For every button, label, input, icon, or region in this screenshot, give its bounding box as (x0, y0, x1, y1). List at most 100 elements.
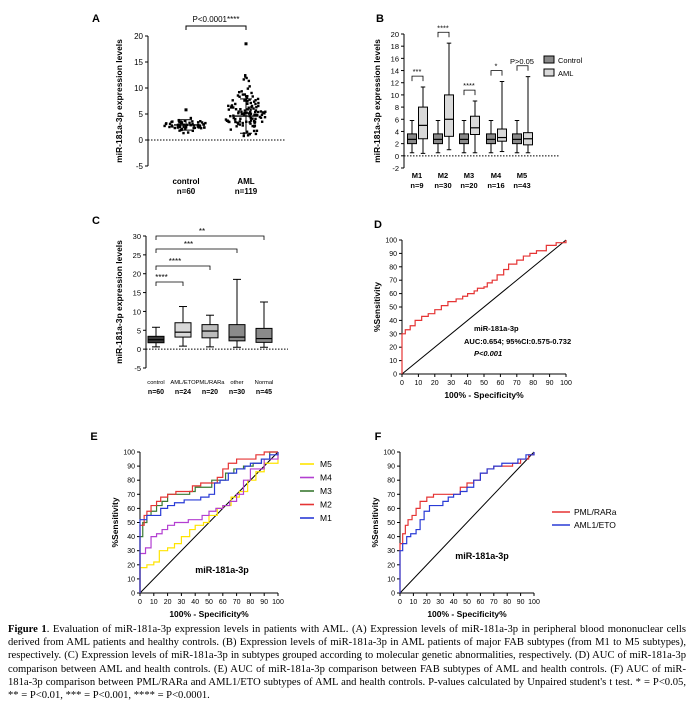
box (459, 133, 469, 145)
y-tick-label: 40 (387, 534, 395, 541)
y-tick-label: 90 (387, 464, 395, 471)
data-point (239, 117, 242, 121)
significance-bracket (155, 281, 184, 286)
data-point (255, 105, 258, 109)
data-point (245, 130, 249, 133)
data-point (256, 97, 260, 101)
data-point (238, 120, 242, 123)
caption-text: . Evaluation of miR-181a-3p expression l… (8, 624, 686, 702)
y-tick-label: 50 (387, 520, 395, 527)
data-point (242, 78, 245, 81)
y-tick-label: 90 (127, 464, 135, 471)
data-point (191, 120, 194, 123)
data-point (178, 129, 181, 132)
y-tick-label: 30 (389, 331, 397, 338)
data-point (256, 110, 260, 114)
data-point (240, 112, 243, 116)
x-tick-label: n=119 (235, 187, 258, 196)
x-tick-label: 0 (400, 380, 404, 387)
data-point (171, 125, 174, 128)
data-point (251, 117, 254, 120)
box (433, 133, 443, 145)
data-point (197, 123, 200, 127)
y-tick-label: 70 (127, 492, 135, 499)
panel-e: 00 10 10 20 20 30 30 40 40 50 50 60 60 70 70 80 80 90 90 10… (90, 431, 332, 619)
y-axis-label: %Sensitivity (110, 497, 120, 547)
data-point (246, 87, 250, 90)
x-tick-label: 10 (410, 599, 418, 606)
box (407, 133, 417, 145)
y-axis-label: %Sensitivity (372, 282, 382, 332)
y-tick-label: 10 (133, 307, 141, 316)
x-tick-label: 60 (497, 380, 505, 387)
data-point (168, 122, 172, 126)
data-point (196, 125, 200, 128)
roc-curve-m5 (139, 452, 279, 593)
data-point (258, 115, 262, 119)
y-tick-label: -5 (134, 364, 141, 373)
y-tick-label: 30 (387, 548, 395, 555)
data-point (247, 106, 250, 109)
y-tick-label: 30 (133, 232, 141, 241)
panel-letter-f: F (375, 431, 382, 443)
panel-letter-d: D (374, 219, 382, 231)
data-point (249, 122, 252, 125)
box (497, 128, 507, 142)
significance-bracket (155, 235, 265, 240)
data-point (239, 108, 242, 111)
data-point (182, 125, 185, 129)
x-tick-label: 70 (490, 599, 498, 606)
y-tick-label: 100 (385, 238, 397, 245)
x-tick-label: AML (237, 177, 254, 186)
x-tick-label: 70 (513, 380, 521, 387)
y-tick-label: 40 (389, 318, 397, 325)
data-point (198, 126, 202, 129)
data-point (249, 112, 253, 116)
data-point (249, 116, 253, 120)
box (255, 327, 273, 343)
data-point (245, 96, 249, 99)
y-tick-label: 60 (387, 506, 395, 513)
y-tick-label: 0 (137, 345, 141, 354)
y-tick-label: 20 (389, 345, 397, 352)
reference-diagonal (401, 239, 567, 375)
roc-series-label: miR-181a-3p (455, 551, 509, 561)
significance-bracket (411, 75, 424, 82)
significance-label: *** (184, 240, 193, 249)
x-tick-label: 20 (164, 599, 172, 606)
x-tick-label: 100 (560, 380, 572, 387)
y-tick-label: 15 (134, 58, 143, 67)
significance-bracket (516, 65, 529, 71)
data-point (238, 123, 241, 126)
data-point (229, 106, 233, 109)
x-tick-label: 50 (480, 380, 488, 387)
y-tick-label: 10 (387, 576, 395, 583)
data-point (227, 108, 231, 111)
y-tick-label: 100 (383, 450, 395, 457)
y-tick-label: 0 (131, 591, 135, 598)
data-point (238, 95, 241, 98)
data-point (253, 121, 256, 124)
y-tick-label: -2 (392, 164, 399, 173)
x-tick-label: n=43 (513, 181, 530, 190)
x-tick-label: 30 (436, 599, 444, 606)
data-point (264, 110, 267, 113)
data-point (242, 134, 245, 138)
data-point (246, 108, 249, 111)
data-point (180, 127, 184, 131)
legend-label: PML/RARa (574, 507, 617, 517)
data-point (236, 122, 240, 125)
y-tick-label: 70 (389, 278, 397, 285)
panel-letter-b: B (376, 13, 384, 25)
x-tick-label: n=60 (177, 187, 196, 196)
significance-bracket (490, 70, 503, 76)
y-axis-label: miR-181a-3p expression levels (372, 39, 382, 163)
y-tick-label: 8 (395, 103, 399, 112)
x-tick-label: n=45 (256, 389, 272, 396)
data-point (235, 125, 238, 128)
data-point (246, 99, 249, 103)
y-tick-label: 6 (395, 115, 399, 124)
y-tick-label: 60 (389, 291, 397, 298)
data-point (234, 108, 238, 111)
data-point (229, 114, 232, 118)
